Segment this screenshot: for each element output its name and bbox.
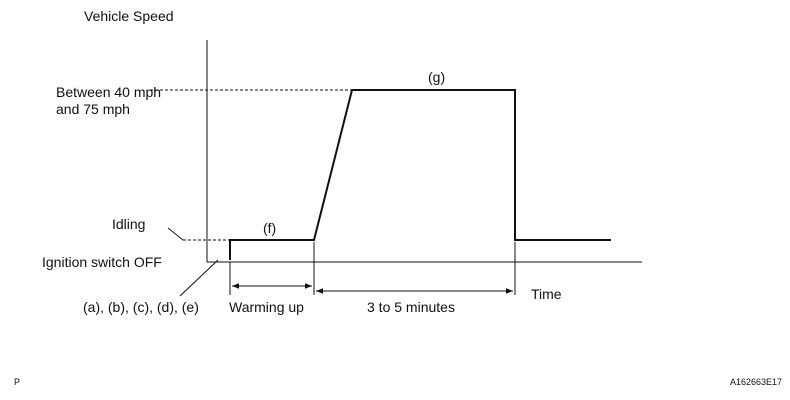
level-high-label: Between 40 mph and 75 mph — [56, 84, 165, 117]
warmup-interval-label: Warming up — [229, 299, 304, 315]
y-axis-label: Vehicle Speed — [84, 8, 174, 24]
level-idle-label: Idling — [112, 216, 145, 232]
figure-id: A162663E17 — [730, 377, 782, 387]
initial-steps-leader-line — [179, 259, 219, 297]
drive-interval-label: 3 to 5 minutes — [367, 299, 455, 315]
initial-steps-label: (a), (b), (c), (d), (e) — [83, 299, 199, 315]
x-axis-label: Time — [531, 286, 562, 302]
footer-left-code: P — [14, 377, 20, 387]
vehicle-speed-trace — [229, 89, 611, 260]
idle-leader-line — [167, 227, 184, 241]
step-f-label: (f) — [263, 220, 276, 236]
level-off-label: Ignition switch OFF — [42, 254, 162, 270]
step-g-label: (g) — [428, 69, 445, 85]
